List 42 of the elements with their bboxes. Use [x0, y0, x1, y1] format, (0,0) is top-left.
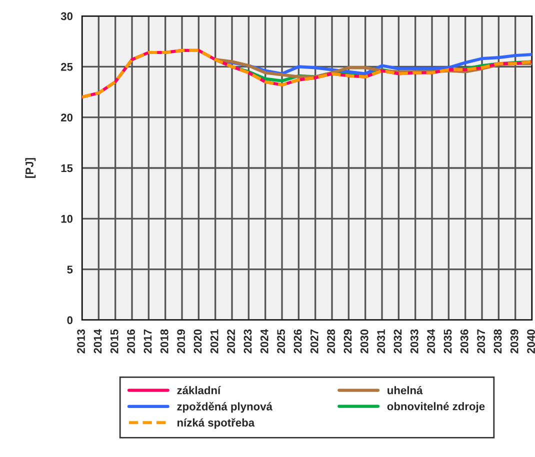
- y-tick-label: 30: [60, 12, 73, 20]
- x-tick-label: 2027: [310, 330, 318, 354]
- x-tick-label: 2038: [494, 329, 502, 354]
- x-tick-label: 2014: [94, 329, 102, 354]
- x-tick-label: 2029: [344, 329, 352, 354]
- x-tick-label: 2013: [77, 329, 85, 354]
- x-tick-label: 2032: [394, 329, 402, 354]
- legend-label: základní: [177, 386, 221, 394]
- x-tick-label: 2018: [160, 329, 168, 354]
- x-tick-label: 2021: [210, 329, 218, 354]
- y-tick-label: 25: [61, 62, 73, 71]
- x-tick-label: 2016: [127, 329, 135, 354]
- x-tick-label: 2037: [477, 330, 485, 354]
- x-tick-label: 2026: [294, 329, 302, 354]
- x-tick-label: 2036: [460, 329, 468, 354]
- x-tick-label: 2033: [410, 329, 418, 354]
- y-tick-label: 10: [61, 214, 73, 223]
- y-tick-label: 0: [67, 316, 73, 324]
- legend-label: nízká spotřeba: [177, 418, 255, 429]
- legend-label: zpožděná plynová: [177, 402, 272, 413]
- x-tick-label: 2040: [527, 329, 535, 354]
- x-tick-label: 2015: [110, 329, 118, 354]
- x-tick-label: 2034: [427, 329, 435, 354]
- x-tick-label: 2025: [277, 329, 285, 354]
- legend-label: uhelná: [388, 386, 423, 394]
- y-axis-title: [PJ]: [25, 158, 36, 178]
- x-tick-label: 2020: [194, 329, 202, 354]
- x-tick-label: 2035: [444, 329, 452, 354]
- x-tick-label: 2031: [377, 329, 385, 354]
- line-series: [82, 48, 532, 99]
- x-tick-label: 2028: [327, 329, 335, 354]
- y-tick-label: 15: [61, 164, 73, 172]
- y-tick-label: 5: [67, 266, 73, 274]
- x-tick-label: 2022: [227, 329, 235, 354]
- x-tick-label: 2024: [260, 329, 268, 354]
- x-tick-label: 2023: [244, 329, 252, 354]
- x-tick-label: 2039: [510, 329, 518, 354]
- x-tick-label: 2017: [144, 330, 152, 354]
- x-tick-label: 2030: [360, 329, 368, 354]
- legend-label: obnovitelné zdroje: [387, 402, 485, 412]
- x-tick-label: 2019: [177, 329, 185, 354]
- y-tick-label: 20: [61, 114, 73, 122]
